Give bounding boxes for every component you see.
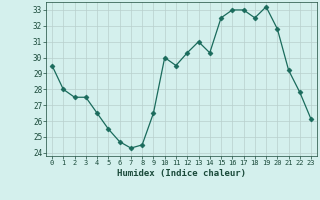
X-axis label: Humidex (Indice chaleur): Humidex (Indice chaleur) xyxy=(117,169,246,178)
